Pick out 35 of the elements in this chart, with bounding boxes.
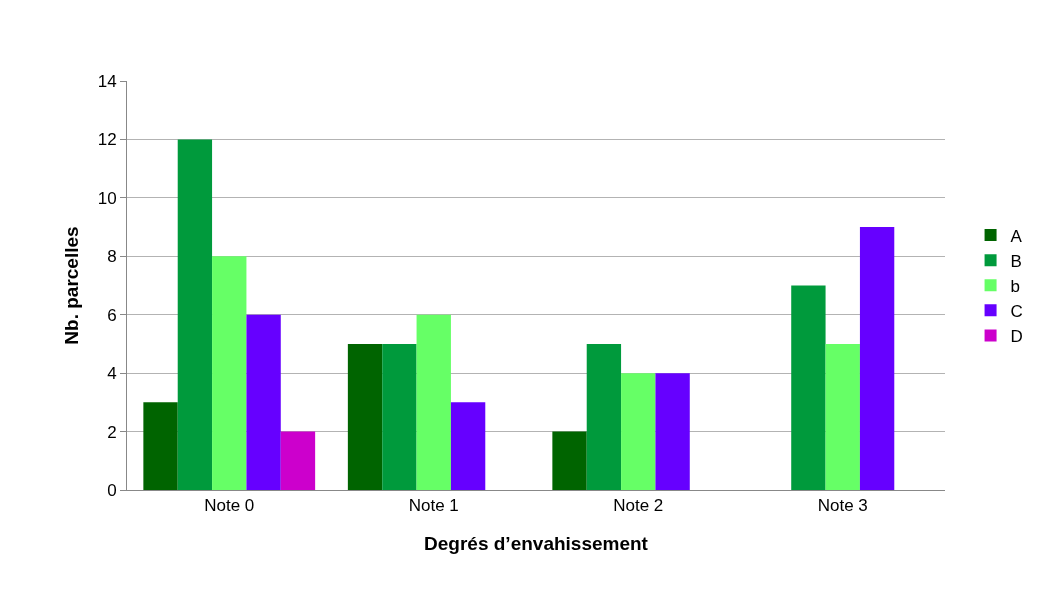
y-axis-title: Nb. parcelles — [60, 226, 82, 345]
bar — [450, 402, 486, 490]
y-tick-label: 14 — [97, 71, 117, 91]
legend-label: C — [1010, 301, 1023, 321]
y-tick-label: 12 — [97, 130, 117, 150]
bar — [621, 373, 656, 490]
bar — [382, 343, 417, 490]
x-axis-title: Degrés d’envahissement — [424, 533, 649, 555]
bar — [416, 314, 451, 490]
y-tick-label: 8 — [107, 247, 117, 267]
legend-label: A — [1010, 226, 1023, 246]
x-tick-label: Note 1 — [408, 496, 459, 516]
bar — [280, 431, 316, 490]
bar — [212, 256, 247, 490]
bar — [177, 139, 213, 490]
bar — [655, 373, 690, 490]
bar — [825, 343, 860, 490]
legend-label: B — [1010, 251, 1022, 271]
x-tick-label: Note 3 — [817, 496, 868, 516]
y-tick-label: 2 — [107, 422, 117, 442]
x-tick-label: Note 0 — [204, 496, 255, 516]
bar — [552, 431, 587, 490]
bar — [246, 314, 281, 490]
y-tick-label: 10 — [97, 188, 117, 208]
y-tick-label: 4 — [107, 364, 117, 384]
legend-label: D — [1010, 327, 1023, 347]
x-tick-label: Note 2 — [613, 496, 664, 516]
bar — [586, 343, 622, 490]
bar — [859, 227, 895, 490]
y-tick-label: 6 — [107, 305, 117, 325]
y-tick-label: 0 — [107, 480, 117, 500]
bar — [347, 343, 383, 490]
legend-label: b — [1010, 276, 1021, 296]
bar — [143, 402, 178, 490]
bar — [791, 285, 826, 490]
